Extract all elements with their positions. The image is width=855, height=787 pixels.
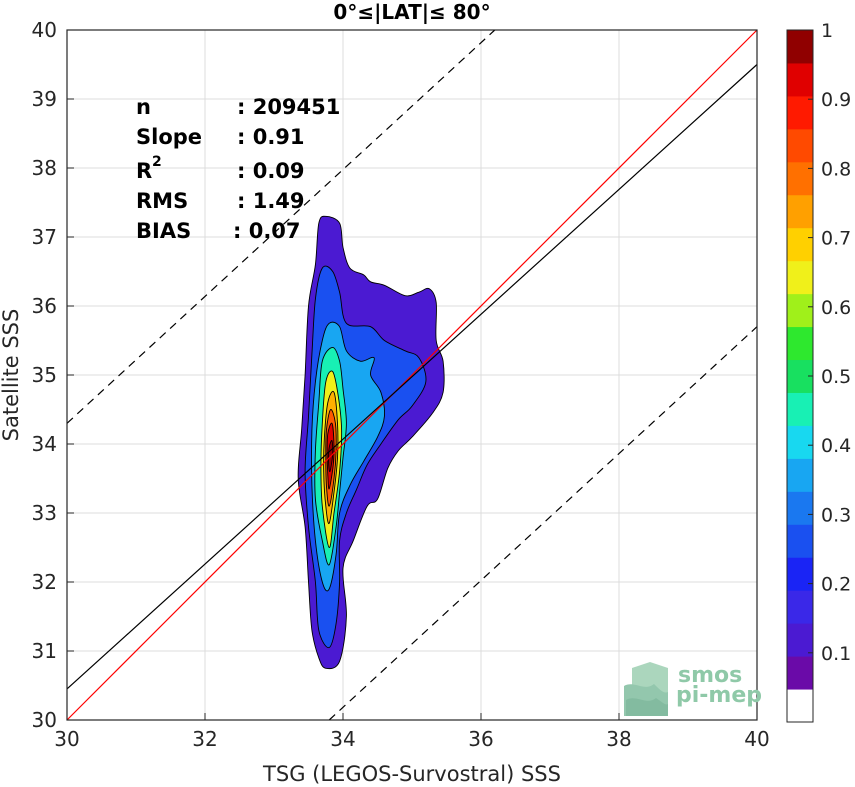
colorbar-swatch xyxy=(787,623,813,657)
stat-slope-value: : 0.91 xyxy=(237,125,305,149)
x-tick-label: 32 xyxy=(192,727,217,751)
stat-r2-superscript: 2 xyxy=(152,154,162,170)
colorbar-tick-label: 0.4 xyxy=(821,435,851,457)
colorbar-swatch xyxy=(787,293,813,328)
y-tick-label: 39 xyxy=(32,87,57,111)
colorbar-tick-label: 1 xyxy=(821,20,833,42)
x-axis-label: TSG (LEGOS-Survostral) SSS xyxy=(262,762,561,786)
stat-bias-value: : 0.07 xyxy=(233,219,301,243)
y-tick-label: 33 xyxy=(32,501,57,525)
colorbar-swatch xyxy=(787,689,813,723)
colorbar-tick-label: 0.5 xyxy=(821,366,851,388)
stat-rms-name: RMS xyxy=(136,189,188,213)
identity-line xyxy=(66,29,758,721)
colorbar: 0.1 0.2 0.3 0.4 0.5 0.6 0.7 0.8 0.9 1 xyxy=(786,20,851,723)
colorbar-tick-label: 0.3 xyxy=(821,504,851,526)
x-tick-label: 36 xyxy=(468,727,493,751)
colorbar-tick-label: 0.1 xyxy=(821,643,851,665)
logo-graphic xyxy=(624,662,668,716)
y-tick-label: 40 xyxy=(32,18,57,42)
y-tick-label: 34 xyxy=(32,432,57,456)
colorbar-swatch xyxy=(787,95,813,130)
colorbar-swatch xyxy=(787,524,813,558)
colorbar-swatch xyxy=(787,194,813,229)
y-axis-label: Satellite SSS xyxy=(0,309,23,442)
regression-line xyxy=(66,64,758,690)
chart-title: 0°≤|LAT|≤ 80° xyxy=(333,0,490,24)
colorbar-tick-label: 0.8 xyxy=(821,158,851,180)
stat-r2-name: R xyxy=(136,159,152,183)
stat-slope-name: Slope xyxy=(136,125,202,149)
colorbar-swatch xyxy=(787,128,813,163)
logo-text-line2: pi-mep xyxy=(676,683,762,708)
colorbar-tick-label: 0.7 xyxy=(821,228,851,250)
stat-bias-name: BIAS xyxy=(136,219,191,243)
y-tick-label: 38 xyxy=(32,156,57,180)
colorbar-swatch xyxy=(787,491,813,525)
x-tick-label: 30 xyxy=(54,727,79,751)
statistics-box: n : 209451 Slope : 0.91 R 2 : 0.09 RMS :… xyxy=(136,95,340,243)
colorbar-swatch xyxy=(787,326,813,361)
y-tick-label: 31 xyxy=(32,639,57,663)
colorbar-swatch xyxy=(787,227,813,262)
stat-rms-value: : 1.49 xyxy=(237,189,305,213)
y-tick-label: 32 xyxy=(32,570,57,594)
x-tick-label: 40 xyxy=(744,727,769,751)
density-contours xyxy=(297,215,445,670)
y-tick-label: 36 xyxy=(32,294,57,318)
colorbar-swatch xyxy=(787,161,813,196)
y-tick-label: 37 xyxy=(32,225,57,249)
colorbar-swatch xyxy=(787,656,813,690)
logo-text-line1: smos xyxy=(678,663,742,688)
stat-r2-value: : 0.09 xyxy=(237,159,305,183)
colorbar-tick-label: 0.9 xyxy=(821,89,851,111)
y-tick-label: 35 xyxy=(32,363,57,387)
y-tick-label: 30 xyxy=(32,708,57,732)
colorbar-tick-label: 0.6 xyxy=(821,297,851,319)
colorbar-swatch xyxy=(787,590,813,624)
x-tick-label: 38 xyxy=(606,727,631,751)
stat-n-value: : 209451 xyxy=(237,95,340,119)
colorbar-swatch xyxy=(787,425,813,459)
colorbar-swatch xyxy=(787,557,813,591)
colorbar-swatch xyxy=(787,458,813,492)
reference-lines xyxy=(66,29,758,721)
smos-pi-mep-logo: smos pi-mep xyxy=(624,662,762,716)
colorbar-swatch xyxy=(787,260,813,295)
colorbar-tick-label: 0.2 xyxy=(821,574,851,596)
axis-ticks: 30 32 34 36 38 40 30 31 32 33 34 35 36 37 38 39 40 xyxy=(32,18,770,751)
x-tick-label: 34 xyxy=(330,727,355,751)
colorbar-swatch xyxy=(787,62,813,97)
stat-n-name: n xyxy=(136,95,151,119)
colorbar-swatch xyxy=(787,30,813,64)
colorbar-swatch xyxy=(787,392,813,426)
